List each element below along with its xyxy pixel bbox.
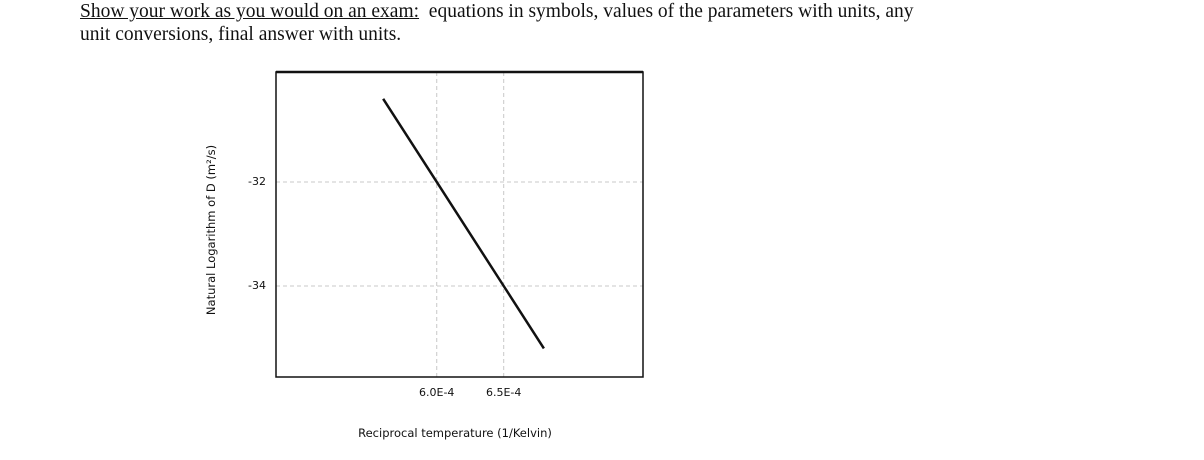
instructions: Show your work as you would on an exam: … — [80, 0, 920, 46]
x-tick-label: 6.0E-4 — [419, 386, 454, 399]
y-tick-label: -32 — [248, 175, 266, 188]
x-axis-label: Reciprocal temperature (1/Kelvin) — [358, 426, 552, 440]
data-line — [382, 98, 545, 350]
plot-frame — [275, 71, 644, 378]
instruction-text: equations in symbols, values of the para… — [80, 1, 914, 45]
instruction-emphasis: Show your work as you would on an exam: — [80, 1, 420, 22]
y-axis-label: Natural Logarithm of D (m²/s) — [204, 145, 218, 315]
x-tick-label: 6.5E-4 — [486, 386, 521, 399]
y-tick-label: -34 — [248, 279, 266, 292]
